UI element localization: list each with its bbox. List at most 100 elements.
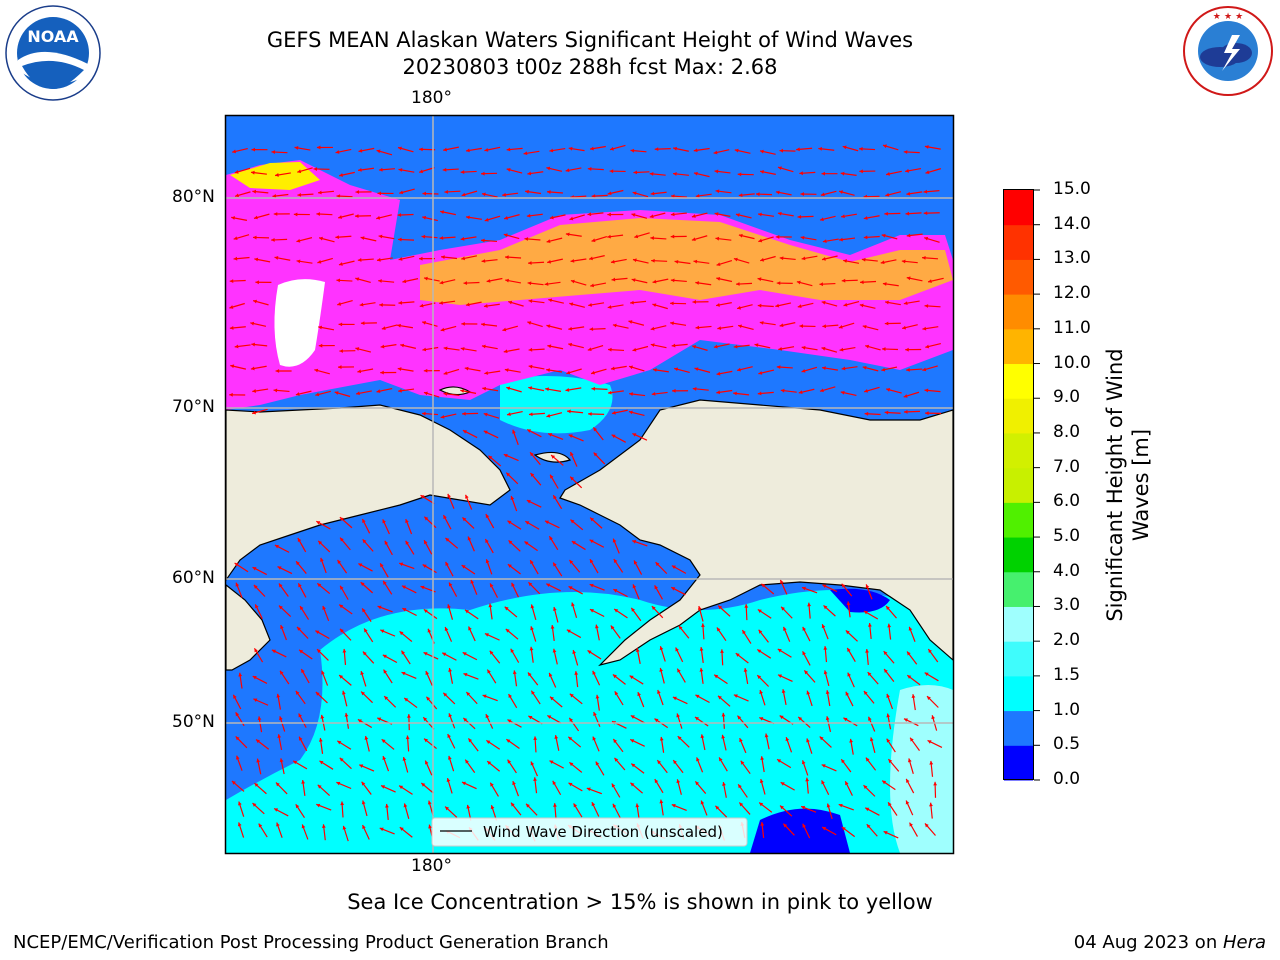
wave-direction-arrow	[528, 261, 545, 265]
wave-direction-arrow	[630, 782, 643, 794]
wave-direction-arrow	[796, 147, 813, 152]
wave-direction-arrow	[337, 299, 353, 306]
wave-direction-arrow	[533, 736, 538, 753]
wave-direction-arrow	[570, 258, 587, 263]
wave-direction-arrow	[463, 672, 479, 680]
wave-direction-arrow	[758, 212, 775, 217]
wave-direction-arrow	[883, 668, 895, 683]
wave-direction-arrow	[610, 365, 627, 371]
wave-direction-arrow	[234, 562, 249, 573]
wave-direction-arrow	[528, 412, 545, 417]
wave-direction-arrow	[905, 347, 922, 352]
wave-direction-arrow	[252, 235, 269, 240]
wave-direction-arrow	[609, 144, 626, 151]
wave-direction-arrow	[401, 671, 417, 679]
wave-direction-arrow	[905, 778, 915, 794]
wave-direction-arrow	[590, 282, 607, 288]
wave-direction-arrow	[777, 211, 794, 217]
wave-direction-arrow	[549, 474, 559, 489]
wave-direction-arrow	[782, 823, 795, 836]
wave-direction-arrow	[358, 563, 373, 572]
wave-direction-arrow	[566, 368, 582, 375]
wave-direction-arrow	[317, 190, 335, 195]
wave-direction-arrow	[338, 604, 353, 615]
wave-direction-arrow	[315, 630, 330, 640]
wave-direction-arrow	[796, 280, 813, 287]
wave-direction-arrow	[236, 755, 243, 771]
wave-direction-arrow	[819, 386, 836, 393]
wave-direction-arrow	[298, 713, 307, 728]
footer-date: 04 Aug 2023 on Hera	[1074, 932, 1266, 953]
wave-direction-arrow	[654, 778, 664, 794]
land-kamchatka	[226, 584, 271, 671]
wave-direction-arrow	[841, 278, 858, 283]
wave-direction-arrow	[825, 690, 831, 707]
wave-direction-arrow	[467, 738, 479, 752]
wave-direction-arrow	[906, 276, 923, 282]
wave-direction-arrow	[659, 667, 665, 684]
wave-region-1-1.5m-north	[500, 376, 613, 434]
wave-direction-arrow	[659, 799, 664, 816]
wave-direction-arrow	[715, 236, 732, 241]
wave-direction-arrow	[672, 388, 689, 393]
wave-direction-arrow	[570, 519, 584, 531]
wave-direction-arrow	[357, 258, 374, 262]
wave-region-1-1.5m	[226, 590, 953, 853]
wave-direction-arrow	[589, 517, 603, 529]
wave-direction-arrow	[733, 694, 749, 702]
wave-direction-arrow	[441, 652, 457, 661]
wave-direction-arrow	[273, 212, 290, 216]
wave-direction-arrow	[278, 605, 292, 617]
wave-direction-arrow	[630, 300, 647, 305]
wave-direction-arrow	[691, 235, 708, 242]
wave-direction-arrow	[799, 171, 816, 176]
wave-direction-arrow	[380, 344, 397, 349]
wave-direction-arrow	[926, 695, 939, 708]
colorbar-tick-label: 7.0	[1053, 456, 1081, 477]
wave-direction-arrow	[569, 559, 581, 573]
footer-date-text: 04 Aug 2023 on	[1073, 932, 1223, 953]
wave-direction-arrow	[442, 167, 459, 172]
svg-text:★ ★ ★: ★ ★ ★	[1213, 12, 1243, 22]
wave-direction-arrow	[512, 670, 518, 687]
wave-direction-arrow	[818, 146, 835, 151]
wave-direction-arrow	[721, 712, 726, 729]
wave-direction-arrow	[461, 564, 476, 575]
wave-direction-arrow	[607, 347, 625, 352]
colorbar-tick-label: 0.5	[1053, 734, 1081, 755]
wave-direction-arrow	[338, 322, 355, 327]
wave-direction-arrow	[530, 604, 537, 621]
wave-direction-arrow	[421, 234, 438, 239]
wave-direction-arrow	[800, 805, 817, 813]
wave-direction-arrow	[376, 257, 393, 262]
wave-direction-arrow	[819, 282, 836, 287]
wave-direction-arrow	[403, 803, 410, 819]
wave-direction-arrow	[420, 494, 435, 505]
wave-direction-arrow	[548, 672, 557, 688]
wave-direction-arrow	[776, 281, 793, 286]
wave-direction-arrow	[587, 649, 602, 660]
wave-direction-arrow	[355, 190, 372, 194]
wave-direction-arrow	[841, 583, 853, 597]
wave-direction-arrow	[903, 150, 920, 154]
sea-ice-yellow	[230, 162, 320, 190]
wave-direction-arrow	[318, 236, 335, 243]
wave-direction-arrow	[339, 757, 352, 770]
wave-direction-arrow	[722, 781, 727, 798]
wave-direction-arrow	[480, 238, 498, 243]
wave-direction-arrow	[571, 602, 578, 619]
wave-direction-arrow	[865, 584, 873, 600]
wave-direction-arrow	[405, 735, 410, 752]
map-frame	[224, 114, 955, 855]
wave-direction-arrow	[885, 170, 902, 176]
lon-label-top: 180°	[411, 88, 452, 108]
colorbar-bin	[1004, 502, 1033, 538]
wave-direction-arrow	[759, 320, 776, 326]
wave-direction-arrow	[552, 494, 563, 510]
wave-direction-arrow	[758, 236, 774, 243]
wave-direction-arrow	[822, 238, 839, 243]
wave-direction-arrow	[295, 390, 312, 396]
wave-direction-arrow	[526, 499, 542, 508]
wave-direction-arrow	[607, 212, 624, 217]
wave-direction-arrow	[610, 258, 627, 264]
